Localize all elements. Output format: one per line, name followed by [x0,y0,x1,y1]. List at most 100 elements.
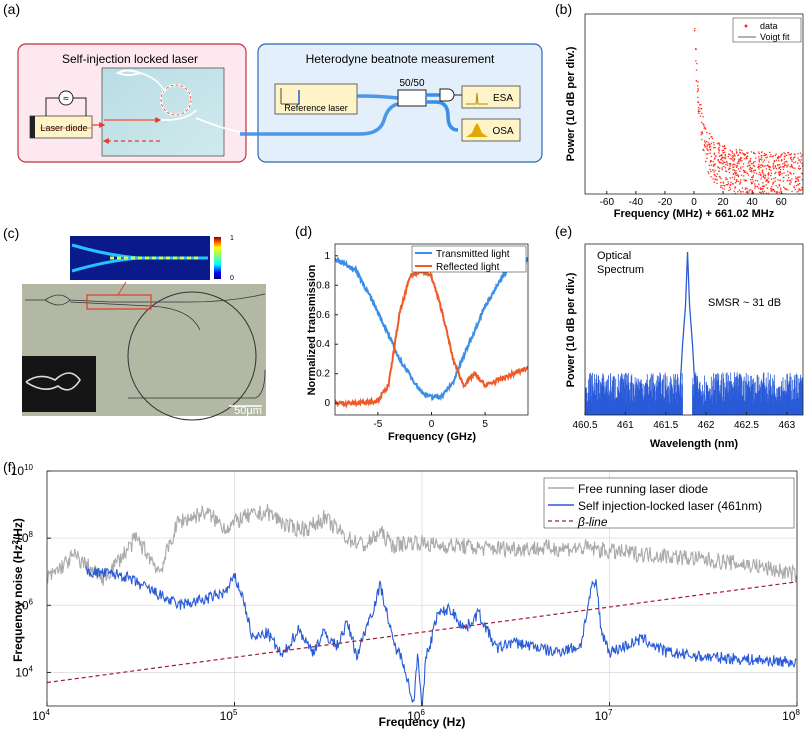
data-point [679,0,680,1]
data-point [696,62,698,65]
data-point [674,0,675,1]
data-point [608,0,609,1]
data-point [657,0,658,1]
data-point [659,0,660,1]
data-point [693,0,694,1]
data-point [788,154,790,156]
data-point [754,161,756,163]
data-point [597,0,598,1]
data-point [683,0,684,1]
data-point [603,0,604,1]
data-point [592,0,593,1]
data-point [765,180,767,182]
data-point [792,167,794,169]
data-point [612,0,613,1]
data-point [595,0,596,1]
data-point [729,164,731,166]
data-point [642,0,643,1]
data-point [621,0,622,1]
data-point [596,0,597,1]
data-point [618,0,619,1]
data-point [612,0,613,1]
data-point [617,0,618,1]
data-point [615,0,616,1]
data-point [761,157,763,159]
data-point [667,0,668,1]
data-point [716,179,718,181]
data-point [745,191,747,193]
data-point [661,0,662,1]
data-point [618,0,619,1]
data-point [701,132,704,135]
data-point [677,0,678,1]
data-point [746,157,748,159]
data-point [611,0,612,1]
data-point [739,182,741,184]
data-point [673,0,674,1]
data-point [629,0,630,1]
data-point [749,170,751,172]
x-tick-label: 460.5 [572,420,597,431]
data-point [677,0,678,1]
data-point [715,155,717,157]
data-point [791,160,793,162]
data-point [728,167,730,169]
data-point [766,187,768,189]
data-point [689,0,690,1]
data-point [797,180,799,182]
data-point [795,176,797,178]
data-point [652,0,653,1]
data-point [618,0,619,1]
data-point [585,0,586,1]
data-point [594,0,595,1]
data-point [679,0,680,1]
data-point [767,192,769,194]
data-point [596,0,597,1]
data-point [606,0,607,1]
data-point [768,168,770,170]
data-point [740,179,742,181]
data-point [695,80,697,82]
data-point [694,0,695,1]
data-point [751,182,753,184]
data-point [622,0,623,1]
data-point [640,0,641,1]
data-point [665,0,666,1]
data-point [623,0,624,1]
data-point [639,0,640,1]
data-point [779,171,781,174]
data-point [613,0,614,1]
data-point [672,0,673,1]
data-point [767,181,769,183]
data-point [772,155,774,157]
data-point [766,180,768,182]
data-point [609,0,610,1]
data-point [666,0,667,1]
data-point [618,0,619,1]
legend-f-free: Free running laser diode [578,482,708,496]
data-point [798,159,800,161]
data-point [770,169,772,171]
data-point [619,0,620,1]
data-point [660,0,661,1]
data-point [685,0,686,1]
data-point [700,104,702,106]
data-point [752,192,754,194]
data-point [613,0,614,1]
data-point [790,165,792,167]
data-point [663,0,664,1]
data-point [586,0,587,1]
data-point [606,0,607,1]
data-point [739,170,741,172]
data-point [634,0,635,1]
data-point [597,0,598,1]
data-point [679,0,680,1]
data-point [694,0,695,1]
data-point [652,0,653,1]
data-point [702,123,704,125]
data-point [606,0,607,1]
reference-laser-box [274,83,358,115]
data-point [723,188,725,190]
data-point [795,180,797,182]
micro-ring [127,291,257,421]
